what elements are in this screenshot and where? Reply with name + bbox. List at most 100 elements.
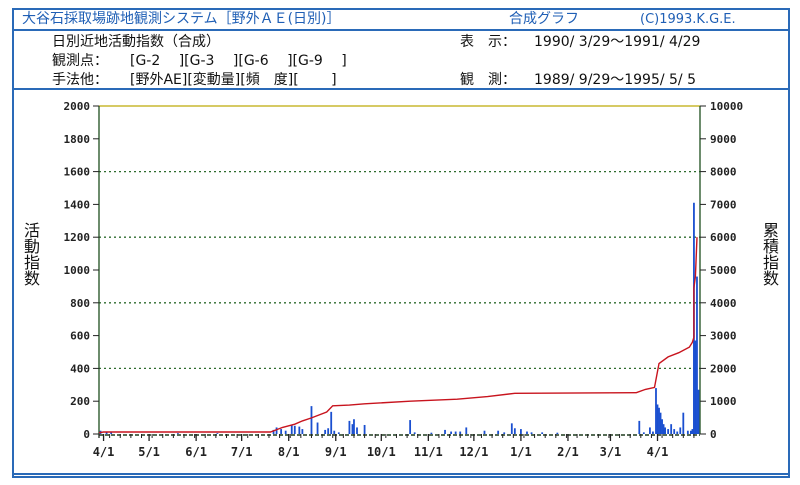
copyright: (C)1993.K.G.E. <box>640 12 736 27</box>
activity-bar <box>333 430 336 434</box>
y-left-tick-label: 1400 <box>64 198 91 211</box>
activity-bar <box>642 432 645 434</box>
x-tick-label: 5/1 <box>138 445 160 459</box>
method-label: 手法他： <box>52 72 108 88</box>
x-tick-label: 4/1 <box>93 445 115 459</box>
activity-bar <box>310 406 313 434</box>
activity-bar <box>413 432 416 434</box>
activity-bar <box>520 429 522 434</box>
x-tick-label: 11/1 <box>414 445 443 459</box>
activity-bar <box>662 424 665 434</box>
activity-bar <box>673 429 676 434</box>
activity-bar <box>316 422 319 434</box>
activity-bar <box>351 424 354 434</box>
activity-bar <box>284 430 287 434</box>
activity-bar <box>216 433 219 434</box>
activity-bar <box>105 431 108 434</box>
y-left-title: 活動指数 <box>21 222 40 286</box>
x-tick-label: 3/1 <box>600 445 622 459</box>
observe-range: 1989/ 9/29〜1995/ 5/ 5 <box>534 72 697 88</box>
y-left-tick-label: 1000 <box>64 264 91 277</box>
y-right-tick-label: 0 <box>710 428 717 441</box>
x-tick-label: 12/1 <box>459 445 488 459</box>
activity-bar <box>659 412 662 434</box>
x-tick-label: 8/1 <box>278 445 300 459</box>
activity-bar <box>110 432 113 434</box>
y-left-tick-label: 0 <box>83 428 90 441</box>
window-frame <box>12 8 790 478</box>
title-bar: 大谷石採取場跡地観測システム［野外ＡＥ(日別)］ 合成グラフ (C)1993.K… <box>14 10 788 31</box>
activity-bar <box>177 433 179 434</box>
y-right-tick-label: 2000 <box>710 362 737 375</box>
y-right-tick-label: 4000 <box>710 297 737 310</box>
activity-bar <box>444 429 446 434</box>
activity-bar <box>661 419 663 434</box>
y-left-tick-label: 2000 <box>64 100 91 113</box>
points-label: 観測点： <box>52 53 108 69</box>
activity-bar <box>298 426 301 434</box>
activity-bar <box>337 432 340 434</box>
y-right-tick-label: 10000 <box>710 100 743 113</box>
graph-type: 合成グラフ <box>509 11 579 27</box>
activity-bar <box>510 423 513 434</box>
activity-bar <box>655 388 657 434</box>
activity-bar <box>686 430 689 434</box>
activity-bar <box>483 430 486 434</box>
y-left-tick-label: 400 <box>70 362 90 375</box>
activity-bar <box>327 428 330 434</box>
methods: [野外AE][変動量][頻 度][ ] <box>130 72 337 88</box>
activity-bar <box>541 432 544 434</box>
y-right-tick-label: 5000 <box>710 264 737 277</box>
activity-bar <box>679 427 682 434</box>
y-left-tick-label: 1200 <box>64 231 91 244</box>
cumulative-line <box>98 237 698 434</box>
activity-bar <box>689 430 692 434</box>
x-tick-label: 2/1 <box>557 445 579 459</box>
y-right-tick-label: 6000 <box>710 231 737 244</box>
activity-bar <box>503 432 506 434</box>
activity-bar <box>356 427 358 434</box>
activity-bar <box>638 420 641 434</box>
activity-bar <box>430 432 433 434</box>
activity-bar <box>290 424 293 434</box>
activity-bar <box>301 429 304 434</box>
activity-bar <box>454 431 457 434</box>
activity-bar <box>652 431 654 434</box>
activity-bar <box>526 431 528 434</box>
activity-bar <box>459 431 462 434</box>
activity-bar <box>530 432 533 434</box>
divider <box>14 88 788 90</box>
activity-bar <box>513 428 516 434</box>
points: [G-2 ][G-3 ][G-6 ][G-9 ] <box>130 53 347 69</box>
activity-bar <box>348 420 351 434</box>
y-left-tick-label: 200 <box>70 395 90 408</box>
activity-bar <box>280 429 283 434</box>
x-tick-label: 1/1 <box>510 445 532 459</box>
observe-label: 観 測： <box>460 72 516 88</box>
index-name: 日別近地活動指数（合成） <box>52 34 220 50</box>
activity-bar <box>272 429 275 434</box>
activity-bar <box>363 424 366 434</box>
x-tick-label: 6/1 <box>185 445 207 459</box>
y-left-tick-label: 800 <box>70 297 90 310</box>
activity-bar <box>293 425 296 434</box>
y-right-tick-label: 9000 <box>710 133 737 146</box>
activity-bar <box>658 407 660 434</box>
y-left-tick-label: 600 <box>70 330 90 343</box>
x-tick-label: 10/1 <box>367 445 396 459</box>
activity-bar <box>664 427 666 434</box>
activity-bar <box>694 340 697 434</box>
activity-bar <box>409 420 412 434</box>
display-range: 1990/ 3/29〜1991/ 4/29 <box>534 34 701 50</box>
activity-bar <box>450 431 453 434</box>
activity-bar <box>556 432 559 434</box>
display-label: 表 示： <box>460 34 516 50</box>
activity-bar <box>330 411 333 434</box>
system-title: 大谷石採取場跡地観測システム［野外ＡＥ(日別)］ <box>22 11 341 27</box>
y-left-tick-label: 1800 <box>64 133 91 146</box>
y-right-tick-label: 3000 <box>710 330 737 343</box>
activity-bar <box>324 429 327 434</box>
x-tick-label: 9/1 <box>325 445 347 459</box>
activity-bar <box>353 419 355 434</box>
